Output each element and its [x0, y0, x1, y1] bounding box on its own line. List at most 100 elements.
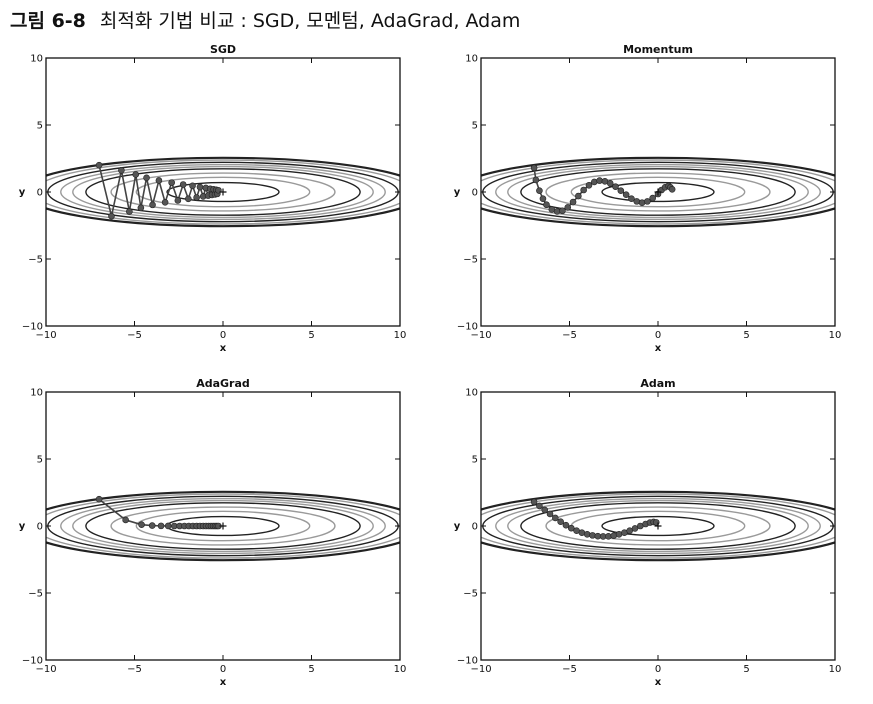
x-tick-label: −5	[562, 330, 577, 341]
path-point	[174, 197, 182, 204]
path-point	[546, 510, 554, 518]
contour-line	[46, 490, 400, 562]
path-point	[562, 521, 570, 529]
x-tick-label: 5	[308, 664, 314, 675]
path-point	[552, 514, 559, 522]
chart-title: AdaGrad	[196, 377, 250, 390]
path-point	[95, 495, 103, 503]
x-tick-label: 10	[829, 664, 842, 675]
x-tick-label: 0	[220, 664, 226, 675]
y-axis-label: y	[454, 187, 461, 198]
path-point	[589, 532, 596, 539]
y-tick-label: −10	[22, 322, 43, 333]
y-tick-label: 5	[37, 455, 43, 466]
path-point	[196, 183, 204, 191]
x-tick-label: −5	[127, 664, 142, 675]
y-tick-label: 5	[472, 121, 478, 132]
contour-line	[481, 159, 835, 225]
path-point	[143, 174, 150, 182]
x-tick-label: −5	[562, 664, 577, 675]
path-point	[108, 212, 115, 220]
path-point	[168, 179, 175, 186]
path-point	[606, 179, 614, 187]
x-axis-label: x	[655, 677, 662, 688]
chart-adam: Adam −10 −5 0 5 10 −10 −5 0 5 10 x y	[454, 377, 842, 688]
y-tick-label: 0	[472, 522, 478, 533]
figure-caption-text: 최적화 기법 비교 : SGD, 모멘텀, AdaGrad, Adam	[99, 10, 521, 32]
contour-group	[481, 156, 835, 228]
y-tick-label: 10	[30, 54, 43, 65]
x-tick-label: 10	[829, 330, 842, 341]
y-tick-label: −5	[463, 255, 478, 266]
path-point	[612, 183, 619, 190]
contour-line	[495, 497, 821, 555]
contour-line	[545, 506, 771, 546]
y-tick-label: 0	[472, 188, 478, 199]
path-point	[189, 182, 196, 190]
minimum-marker	[654, 522, 662, 530]
path-point	[532, 176, 540, 184]
path-point	[564, 204, 572, 211]
contour-line	[72, 165, 374, 219]
y-tick-label: 5	[37, 121, 43, 132]
path-point	[138, 521, 145, 528]
x-axis-label: x	[220, 677, 227, 688]
x-axis-label: x	[655, 343, 662, 354]
path-point	[157, 522, 165, 530]
x-tick-label: −10	[35, 664, 56, 675]
contour-line	[166, 181, 280, 203]
chart-sgd: SGD −10 −5 0 5 10 −10 −5 0 5 10 x y	[19, 43, 407, 354]
path-point	[164, 522, 172, 530]
path-point	[179, 181, 187, 188]
path-point	[649, 194, 656, 202]
chart-title: Adam	[640, 377, 675, 390]
path-point	[644, 198, 651, 205]
y-axis-label: y	[454, 521, 461, 532]
path-point	[193, 194, 200, 201]
y-tick-label: −5	[28, 255, 43, 266]
path-point	[148, 522, 156, 529]
contour-line	[481, 490, 835, 562]
x-tick-label: −5	[127, 330, 142, 341]
path-point	[631, 525, 639, 532]
contour-line	[507, 499, 809, 553]
x-tick-label: 0	[655, 664, 661, 675]
path-point	[575, 192, 582, 200]
chart-title: SGD	[210, 43, 236, 56]
y-tick-label: −10	[22, 656, 43, 667]
path-point	[583, 531, 591, 538]
contour-line	[495, 163, 821, 221]
y-tick-label: −10	[457, 322, 478, 333]
chart-adagrad: AdaGrad −10 −5 0 5 10 −10 −5 0 5 10 x y	[19, 377, 407, 688]
path-point	[530, 164, 538, 172]
contour-line	[601, 181, 715, 203]
contour-line	[46, 159, 400, 225]
contour-line	[481, 493, 835, 559]
path-point	[126, 208, 133, 215]
x-tick-label: 0	[220, 330, 226, 341]
y-tick-label: −5	[28, 589, 43, 600]
minimum-marker	[219, 522, 227, 530]
y-tick-label: −5	[463, 589, 478, 600]
path-point	[118, 166, 125, 174]
contour-line	[85, 168, 361, 216]
y-tick-label: 10	[465, 388, 478, 399]
figure-number: 그림 6-8	[10, 10, 86, 32]
contour-line	[46, 493, 400, 559]
x-tick-label: −10	[470, 664, 491, 675]
path-point	[132, 171, 140, 178]
path-point	[149, 201, 156, 209]
figure-caption: 그림 6-8 최적화 기법 비교 : SGD, 모멘텀, AdaGrad, Ada…	[10, 6, 520, 33]
x-tick-label: −10	[35, 330, 56, 341]
path-point	[628, 195, 635, 202]
y-tick-label: 5	[472, 455, 478, 466]
y-tick-label: 0	[37, 188, 43, 199]
contour-line	[520, 168, 796, 216]
contour-line	[481, 156, 835, 228]
path-point	[530, 498, 538, 506]
path-point	[622, 191, 630, 198]
path-point	[668, 186, 676, 193]
path-point	[161, 199, 169, 206]
minimum-marker	[219, 188, 227, 196]
contour-line	[545, 172, 771, 212]
